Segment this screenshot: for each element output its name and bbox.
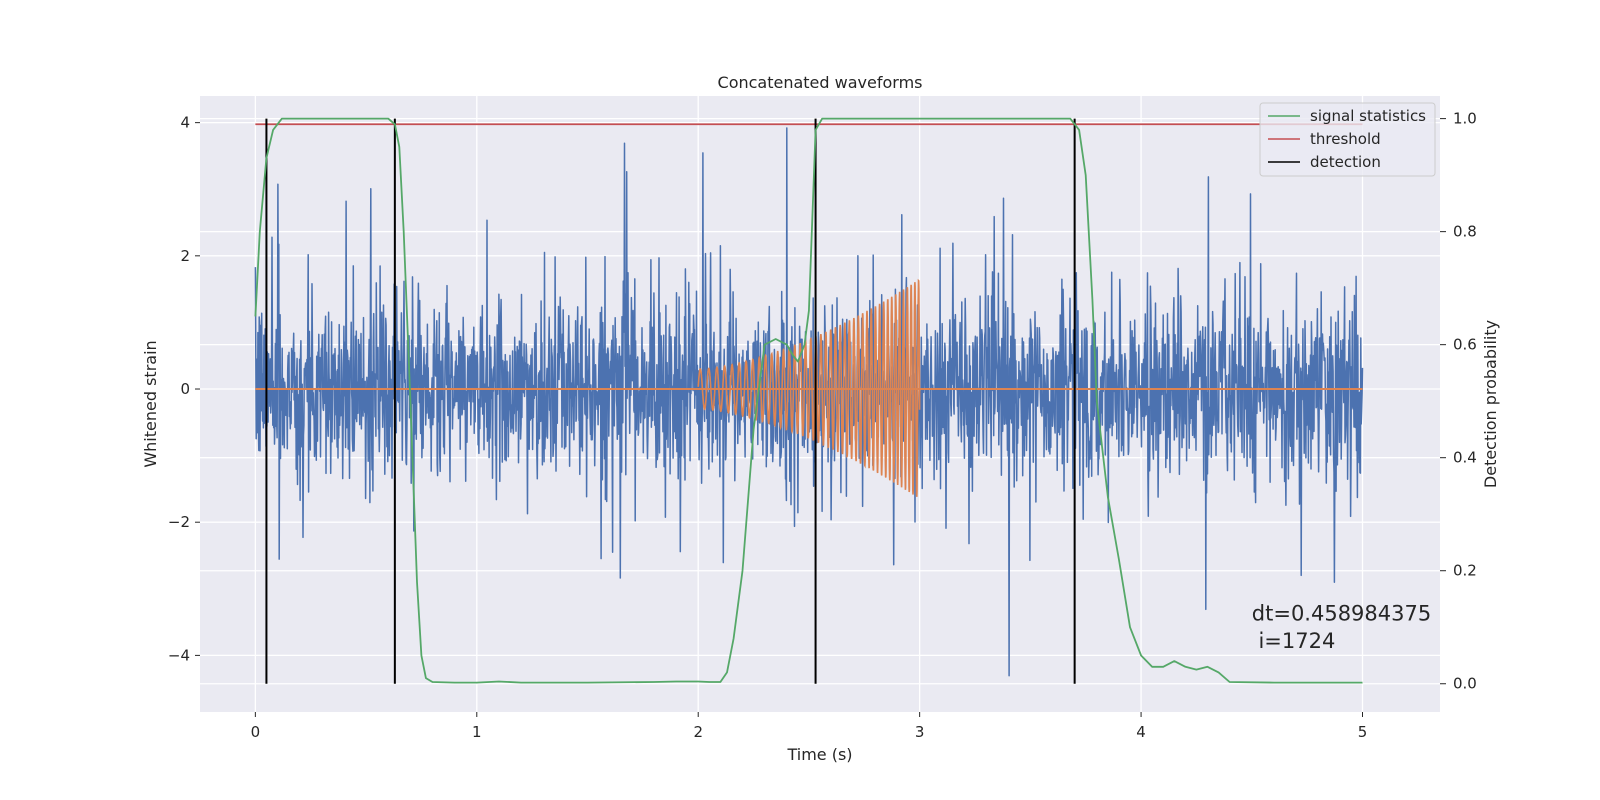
- legend-box: [1259, 102, 1436, 177]
- y-tick-label: 2: [180, 247, 190, 265]
- y-right-tick-label: 0.8: [1453, 223, 1477, 241]
- y-tick-label: 4: [180, 114, 190, 132]
- x-tick-label: 4: [1136, 723, 1146, 741]
- chirp-series: [255, 278, 1363, 497]
- x-tick-label: 5: [1358, 723, 1368, 741]
- annotation-index: i=1724: [1252, 629, 1336, 653]
- signal-statistics-series: [254, 117, 1363, 684]
- chirp-line: [697, 278, 921, 497]
- signal-statistics-line: [254, 117, 1363, 684]
- y-axis-label: Whitened strain: [141, 340, 160, 467]
- x-tick-label: 3: [915, 723, 925, 741]
- y-tick-label: −2: [168, 513, 190, 531]
- y-right-tick-label: 1.0: [1453, 110, 1477, 128]
- legend: signal statistics threshold detection: [1259, 102, 1436, 177]
- y-axis-right-ticks: 0.0 0.2 0.4 0.6 0.8 1.0: [1440, 110, 1477, 693]
- x-tick-label: 1: [472, 723, 482, 741]
- y-right-tick-label: 0.2: [1453, 562, 1477, 580]
- chart-title: Concatenated waveforms: [718, 73, 923, 92]
- y-right-tick-label: 0.6: [1453, 336, 1477, 354]
- annotation-dt: dt=0.458984375: [1252, 601, 1431, 625]
- legend-label-signal-statistics: signal statistics: [1310, 107, 1426, 125]
- y-tick-label: −4: [168, 646, 190, 664]
- y-axis-left-ticks: −4 −2 0 2 4: [168, 114, 200, 664]
- y-right-tick-label: 0.4: [1453, 449, 1477, 467]
- y-tick-label: 0: [180, 380, 190, 398]
- x-axis-label: Time (s): [786, 745, 852, 764]
- x-tick-label: 2: [693, 723, 703, 741]
- x-tick-label: 0: [251, 723, 261, 741]
- legend-label-detection: detection: [1310, 153, 1381, 171]
- x-axis-ticks: 0 1 2 3 4 5: [251, 712, 1368, 741]
- y-right-tick-label: 0.0: [1453, 675, 1477, 693]
- detection-series: [265, 118, 1076, 684]
- y-axis-right-label: Detection probability: [1481, 320, 1500, 488]
- legend-label-threshold: threshold: [1310, 130, 1381, 148]
